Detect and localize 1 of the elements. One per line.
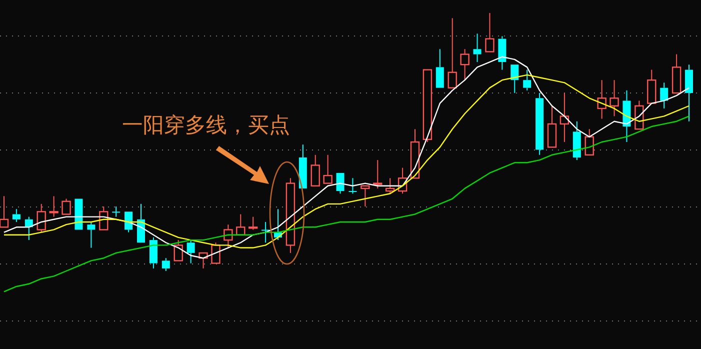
annotation: 一阳穿多线，买点 [122, 113, 290, 137]
